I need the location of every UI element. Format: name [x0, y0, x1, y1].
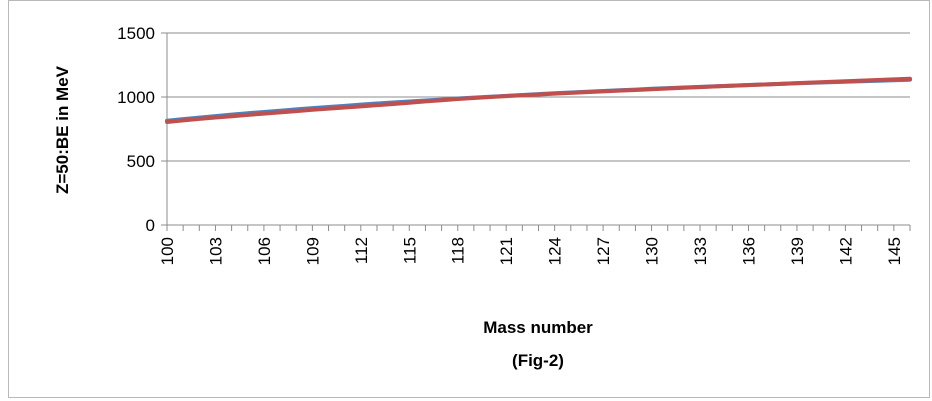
x-tick-label: 100: [158, 237, 177, 265]
axes: [161, 32, 911, 231]
x-tick-label: 103: [206, 237, 225, 265]
x-tick-label: 133: [691, 237, 710, 265]
y-axis-title: Z=50:BE in MeV: [53, 65, 72, 194]
y-tick-label: 500: [127, 152, 155, 171]
x-tick-label: 139: [788, 237, 807, 265]
y-tick-labels: 0 500 1000 1500: [117, 24, 155, 235]
x-tick-label: 127: [594, 237, 613, 265]
x-axis-title: Mass number: [483, 318, 593, 337]
x-tick-label: 136: [739, 237, 758, 265]
x-tick-label: 130: [643, 237, 662, 265]
x-tick-label: 121: [497, 237, 516, 265]
y-tick-label: 1000: [117, 88, 155, 107]
gridlines: [167, 32, 910, 162]
x-tick-label: 118: [449, 237, 468, 264]
x-tick-label: 106: [255, 237, 274, 265]
series-lines: [165, 76, 912, 124]
series-line-2: [165, 76, 912, 124]
x-axis-subtitle: (Fig-2): [512, 351, 564, 370]
y-tick-label: 0: [146, 216, 155, 235]
x-tick-label: 142: [836, 237, 855, 265]
x-tick-label: 109: [303, 237, 322, 265]
x-tick-label: 112: [352, 237, 371, 264]
x-tick-label: 145: [885, 237, 904, 265]
chart-frame: [8, 0, 930, 398]
y-tick-label: 1500: [117, 24, 155, 43]
x-tick-label: 115: [400, 237, 419, 264]
series-line-1: [165, 77, 912, 123]
x-tick-label: 124: [546, 237, 565, 265]
x-tick-labels: 100 103 106 109 112 115 118 121 124 127 130 133 136 1…: [158, 237, 904, 265]
